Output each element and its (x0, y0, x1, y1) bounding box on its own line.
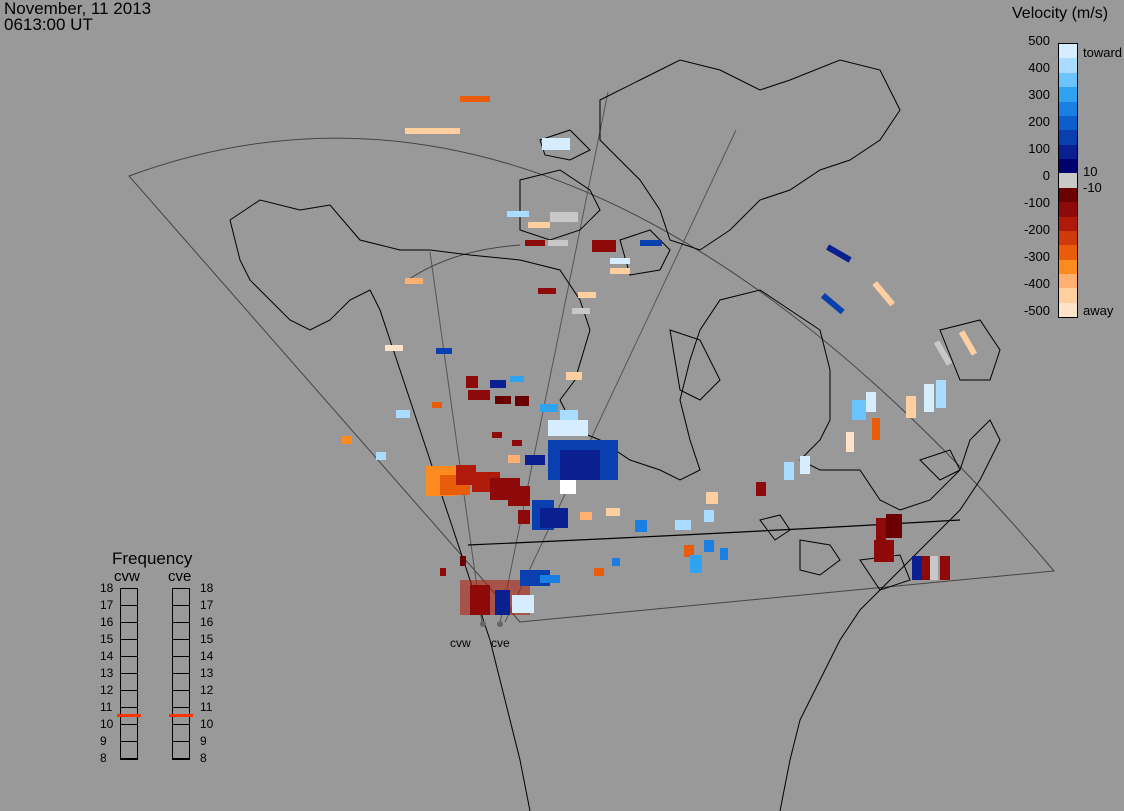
freq-ladder-rung (121, 708, 137, 725)
freq-ladder-rung (121, 606, 137, 623)
colorbar-tick-label: -10 (1083, 180, 1102, 195)
scatter-cells (342, 96, 978, 615)
site-label-cvw: cvw (450, 636, 471, 650)
colorbar-tick-label: 300 (1028, 87, 1050, 102)
freq-ladder-cvw (117, 588, 141, 760)
freq-ladder-rung (173, 657, 189, 674)
colorbar-tick-label: 500 (1028, 33, 1050, 48)
coastlines (229, 59, 1001, 811)
colorbar-segment (1059, 101, 1077, 116)
freq-scale-label-left: 15 (100, 632, 114, 646)
colorbar-tick-label: -500 (1023, 303, 1050, 318)
freq-radar-label-cve: cve (168, 568, 192, 585)
freq-scale-label-right: 12 (200, 683, 214, 697)
freq-scale-label-right: 9 (200, 734, 207, 748)
freq-ladder-rung (173, 725, 189, 742)
freq-ladder-rung (121, 725, 137, 742)
colorbar-segment (1059, 72, 1077, 88)
colorbar-segment (1059, 173, 1077, 188)
freq-ladder-rung (121, 674, 137, 691)
freq-ladder-rung (121, 742, 137, 759)
colorbar-segment (1059, 159, 1077, 174)
colorbar-segment (1059, 130, 1077, 145)
colorbar-segment (1059, 245, 1077, 260)
colorbar-segment (1059, 274, 1077, 289)
freq-ladder-rung (173, 589, 189, 606)
freq-scale-label-right: 13 (200, 666, 214, 680)
colorbar-segment (1059, 58, 1077, 73)
freq-ladder-rung (173, 708, 189, 725)
toward-label: toward (1083, 45, 1123, 60)
freq-scale-label-right: 18 (200, 581, 214, 595)
freq-ladder-rung (173, 640, 189, 657)
freq-scale-label-left: 17 (100, 598, 114, 612)
colorbar-tick-label: -200 (1023, 222, 1050, 237)
colorbar-segment (1059, 230, 1077, 246)
freq-scale-label-right: 8 (200, 751, 207, 765)
fov-outline (128, 137, 1055, 623)
away-label: away (1083, 303, 1114, 318)
freq-ladder-rung (173, 674, 189, 691)
colorbar-segment (1059, 87, 1077, 102)
freq-ladder-rung (121, 657, 137, 674)
colorbar-segment (1059, 44, 1077, 59)
velocity-colorbar-title: Velocity (m/s) (1012, 5, 1109, 22)
colorbar-tick-label: 10 (1083, 164, 1098, 179)
freq-ladder-cve (169, 588, 193, 760)
colorbar-segment (1059, 216, 1077, 231)
date-label: November, 11 2013 (4, 0, 152, 18)
freq-ladder-rung (173, 606, 189, 623)
freq-scale-label-left: 9 (100, 734, 107, 748)
colorbar-segment (1059, 288, 1077, 303)
time-label: 0613:00 UT (4, 15, 93, 34)
freq-scale-label-right: 15 (200, 632, 214, 646)
colorbar-segment (1059, 302, 1077, 318)
colorbar-tick-label: -400 (1023, 276, 1050, 291)
colorbar-segment (1059, 202, 1077, 217)
freq-marker-cvw (117, 713, 141, 717)
freq-ladder-rung (173, 742, 189, 759)
site-cve-marker (497, 621, 503, 627)
freq-ladder-rung (121, 640, 137, 657)
freq-radar-label-cvw: cvw (114, 568, 140, 585)
colorbar-segment (1059, 144, 1077, 159)
colorbar-segment (1059, 259, 1077, 274)
freq-ladder-rung (173, 691, 189, 708)
freq-scale-label-right: 16 (200, 615, 214, 629)
colorbar-tick-label: -300 (1023, 249, 1050, 264)
frequency-title: Frequency (112, 549, 193, 568)
freq-scale-label-left: 14 (100, 649, 114, 663)
colorbar-tick-label: -100 (1023, 195, 1050, 210)
freq-ladder-rung (121, 691, 137, 708)
colorbar-tick-label: 100 (1028, 141, 1050, 156)
freq-scale-label-left: 8 (100, 751, 107, 765)
freq-ladder-rung (121, 623, 137, 640)
freq-scale-label-right: 11 (200, 700, 213, 714)
freq-ladder-rung (121, 589, 137, 606)
freq-scale-label-right: 10 (200, 717, 214, 731)
freq-scale-label-left: 11 (100, 700, 113, 714)
colorbar-tick-label: 400 (1028, 60, 1050, 75)
freq-scale-label-left: 16 (100, 615, 114, 629)
colorbar-tick-label: 0 (1042, 168, 1050, 183)
freq-scale-label-left: 12 (100, 683, 114, 697)
freq-scale-label-right: 17 (200, 598, 214, 612)
freq-scale-label-left: 18 (100, 581, 114, 595)
freq-marker-cve (169, 713, 193, 717)
fov-inner-arc (404, 244, 521, 283)
velocity-colorbar (1058, 43, 1078, 318)
colorbar-segment (1059, 187, 1077, 203)
site-label-cve: cve (491, 636, 510, 650)
freq-scale-label-left: 10 (100, 717, 114, 731)
freq-ladder-rung (173, 623, 189, 640)
colorbar-tick-label: 200 (1028, 114, 1050, 129)
fov-divider (429, 91, 737, 624)
freq-scale-label-left: 13 (100, 666, 114, 680)
colorbar-segment (1059, 115, 1077, 131)
freq-scale-label-right: 14 (200, 649, 214, 663)
site-cvw-marker (480, 621, 486, 627)
